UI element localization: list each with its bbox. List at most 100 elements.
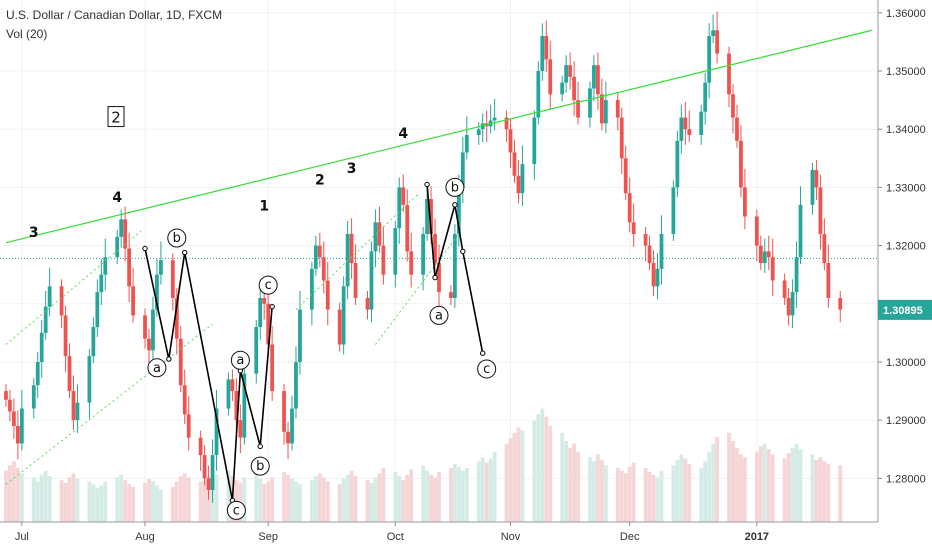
volume-bar [647, 472, 652, 522]
candle-body [460, 152, 465, 188]
volume-bar [544, 416, 549, 522]
candle-body [508, 129, 513, 153]
y-tick-label: 1.29000 [886, 415, 926, 427]
volume-bar [782, 458, 787, 522]
volume-bar [202, 480, 207, 522]
wave-label: 2 [315, 172, 325, 188]
wave-label: 3 [347, 161, 357, 177]
volume-bar [520, 430, 525, 522]
wave-point [257, 443, 263, 450]
volume-bar [405, 474, 410, 522]
circled-wave-label: c [265, 278, 272, 293]
volume-bar [397, 476, 402, 522]
volume-bar [174, 481, 179, 522]
candle-body [679, 117, 684, 141]
volume-bar [425, 470, 429, 522]
candle-body [313, 245, 318, 269]
volume-bar [178, 476, 183, 522]
volume-bar [464, 468, 469, 522]
volume-bar [75, 478, 80, 522]
volume-bar [758, 446, 763, 522]
volume-bar [603, 465, 608, 522]
volume-bar [488, 458, 493, 522]
y-tick-label: 1.33000 [886, 182, 926, 194]
candle-body [270, 344, 275, 392]
volume-bar [739, 454, 743, 522]
wave-label: 4 [398, 126, 408, 142]
candle-body [95, 292, 100, 328]
volume-bar [321, 477, 326, 522]
volume-bar [536, 414, 541, 522]
volume-bar [731, 441, 735, 522]
volume-bar [512, 432, 517, 522]
candle-body [353, 263, 358, 298]
volume-bar [262, 484, 267, 522]
candle-body [298, 309, 302, 362]
circled-label-ring [167, 228, 187, 248]
candle-body [790, 292, 795, 316]
candle-body [369, 251, 374, 310]
volume-bar [592, 461, 596, 522]
volume-bar [548, 426, 553, 522]
candle-body [425, 199, 429, 234]
candle-body [182, 385, 187, 415]
volume-bar [143, 482, 147, 522]
candle-body [266, 303, 271, 345]
volume-indicator-label[interactable]: Vol (20) [6, 27, 48, 41]
candle-body [39, 332, 44, 362]
volume-bar [743, 457, 747, 522]
volume-bar [59, 480, 64, 522]
wave-label: 1 [259, 199, 269, 215]
volume-bar [393, 472, 398, 522]
boxed-wave-label-frame [107, 106, 125, 128]
candle-body [19, 408, 24, 444]
candle-body [127, 248, 132, 287]
candle-body [290, 408, 294, 444]
candle-body [739, 140, 743, 188]
candle-body [262, 297, 267, 304]
volume-bar [39, 474, 44, 522]
candle-body [516, 175, 521, 194]
volume-bar [290, 478, 294, 522]
x-tick-label: Dec [620, 531, 640, 543]
candle-body [286, 431, 290, 444]
volume-bar [309, 480, 314, 522]
volume-bar [560, 432, 565, 522]
volume-bar [421, 465, 425, 522]
candle-body [230, 379, 235, 392]
candle-body [35, 361, 40, 386]
volume-bar [480, 457, 485, 522]
candle-body [619, 117, 624, 159]
volume-bar [532, 420, 537, 522]
candle-body [349, 233, 354, 264]
volume-bar [675, 459, 680, 522]
boxed-wave-label: 2 [111, 109, 121, 127]
candle-body [770, 257, 775, 281]
candle-body [99, 274, 104, 293]
volume-bar [679, 454, 684, 522]
candle-body [67, 356, 72, 392]
candle-body [782, 280, 787, 298]
volume-bar [226, 470, 231, 522]
trendline [5, 29, 873, 244]
x-tick-label: Sep [258, 531, 278, 543]
candle-body [798, 204, 803, 258]
candle-body [103, 257, 108, 275]
volume-bar [159, 489, 163, 522]
candle-body [715, 30, 719, 54]
volume-bar [588, 457, 592, 522]
candle-body [540, 36, 545, 71]
candle-body [675, 140, 680, 188]
volume-bar [381, 468, 386, 522]
candle-body [159, 260, 163, 275]
candle-body [588, 88, 592, 118]
candle-body [206, 478, 211, 490]
volume-bar [155, 485, 159, 522]
candle-body [707, 36, 712, 83]
volume-bar [826, 463, 831, 522]
candle-body [560, 82, 565, 95]
wave-point [424, 181, 430, 188]
volume-bar [19, 473, 24, 522]
